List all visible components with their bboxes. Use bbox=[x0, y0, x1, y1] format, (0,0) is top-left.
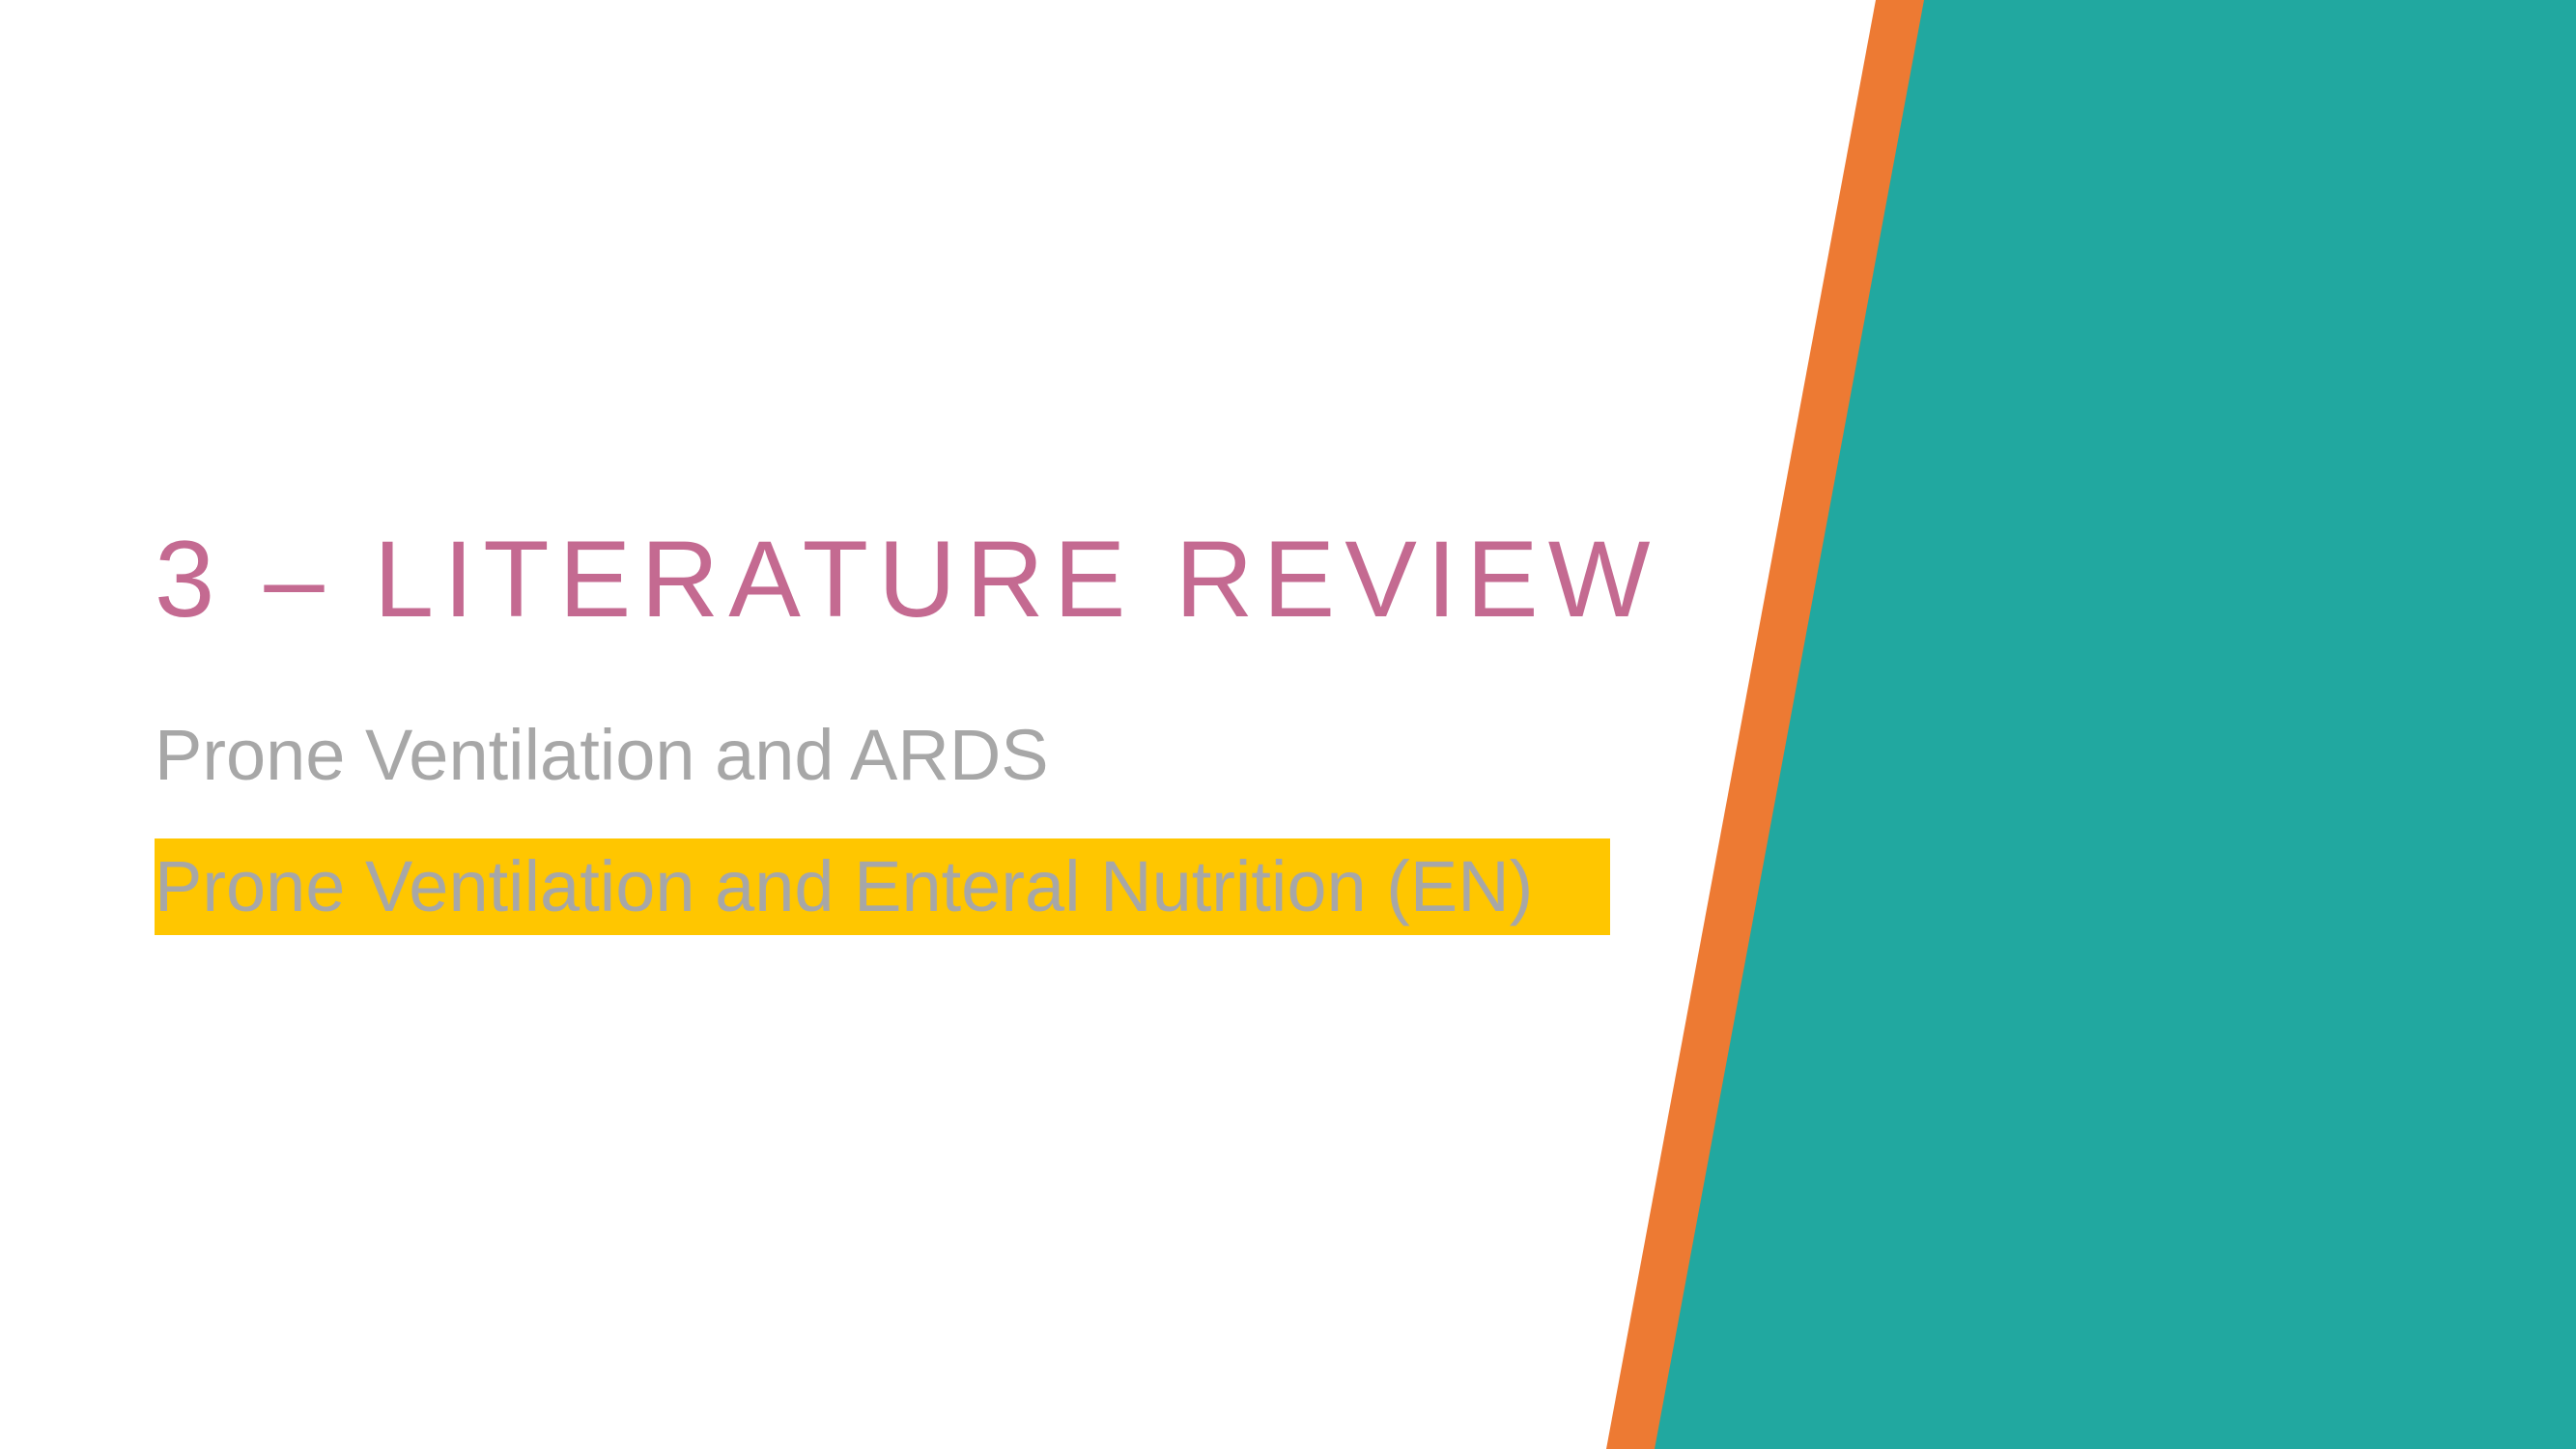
slide-title: 3 – LITERATURE REVIEW bbox=[155, 517, 1659, 642]
subtitle-prone-ventilation-enteral-nutrition-highlighted: Prone Ventilation and Enteral Nutrition … bbox=[155, 838, 1610, 935]
teal-accent-panel bbox=[1655, 0, 2576, 1449]
subtitle-prone-ventilation-ards: Prone Ventilation and ARDS bbox=[155, 707, 1049, 804]
